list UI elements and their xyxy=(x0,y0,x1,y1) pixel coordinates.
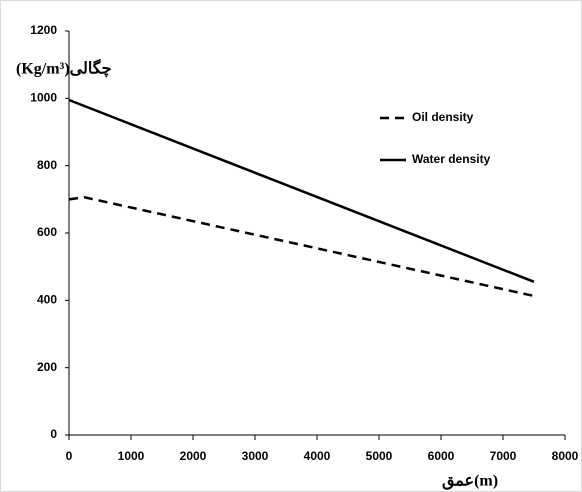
y-tick-label: 800 xyxy=(37,158,57,172)
x-axis-title: عمق(m) xyxy=(442,473,498,491)
x-tick-label: 3000 xyxy=(242,449,269,463)
legend-label: Water density xyxy=(412,152,491,166)
series-line xyxy=(68,98,535,283)
y-tick-label: 1200 xyxy=(30,23,57,37)
y-tick-label: 400 xyxy=(37,293,57,307)
x-tick-label: 5000 xyxy=(366,449,393,463)
x-tick-label: 2000 xyxy=(180,449,207,463)
series-line xyxy=(68,196,535,298)
x-tick-label: 8000 xyxy=(552,449,579,463)
y-tick-label: 200 xyxy=(37,360,57,374)
y-tick-label: 600 xyxy=(37,225,57,239)
y-tick-label: 0 xyxy=(50,427,57,441)
x-tick-label: 4000 xyxy=(304,449,331,463)
y-tick-label: 1000 xyxy=(30,91,57,105)
x-tick-label: 6000 xyxy=(428,449,455,463)
x-tick-label: 0 xyxy=(66,449,73,463)
x-tick-label: 1000 xyxy=(118,449,145,463)
x-tick-label: 7000 xyxy=(490,449,517,463)
y-axis-title: (Kg/m³)چگالی xyxy=(16,59,112,79)
legend-label: Oil density xyxy=(412,110,474,124)
